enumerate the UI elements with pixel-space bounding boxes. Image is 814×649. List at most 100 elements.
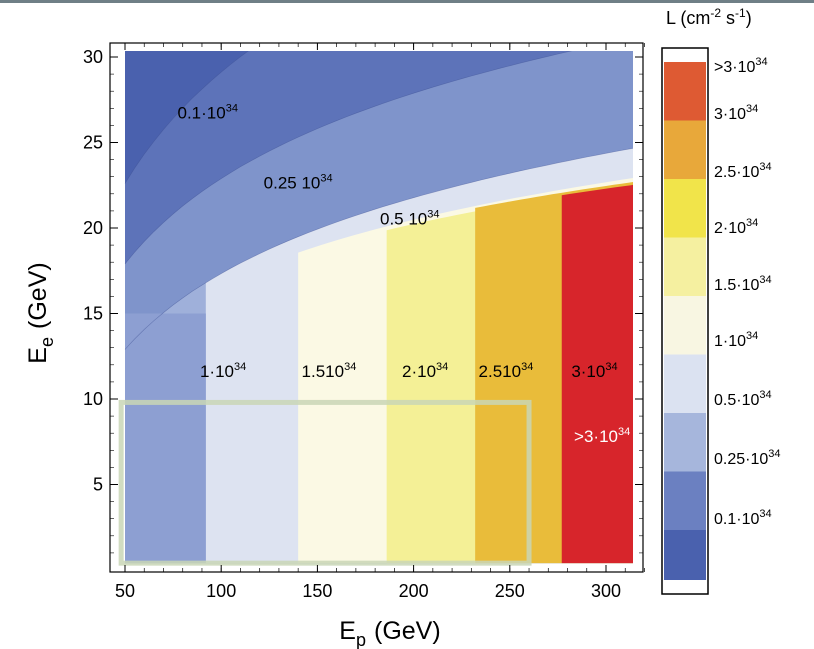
- colorbar-label-text: 1.5·10: [714, 277, 759, 294]
- contour-label-1: 0.25 1034: [264, 173, 333, 193]
- y-tick-label: 15: [83, 304, 103, 324]
- contour-label-exp: 34: [320, 173, 332, 185]
- colorbar-label-exp: 34: [746, 217, 758, 229]
- colorbar-swatch: [664, 120, 706, 180]
- x-axis-title: Ep (GeV): [339, 617, 440, 649]
- contour-label-exp: 34: [226, 103, 238, 115]
- contour-label-text: 0.25 10: [264, 174, 321, 193]
- contour-label-exp: 34: [605, 361, 617, 373]
- contour-label-5: 2·1034: [402, 361, 448, 381]
- colorbar-label-exp: 34: [759, 274, 771, 286]
- colorbar: L (cm-2 s-1) >3·10343·10342.5·10342·1034…: [661, 6, 781, 595]
- contour-label-6: 2.51034: [479, 361, 534, 381]
- y-axis-ticks: 5 10 15 20 25 30: [83, 47, 643, 554]
- contour-label-exp: 34: [344, 361, 356, 373]
- colorbar-top-blank: [664, 50, 706, 62]
- contour-label-0: 0.1·1034: [178, 103, 238, 123]
- contour-label-exp: 34: [618, 426, 630, 438]
- x-tick-label: 100: [206, 581, 236, 601]
- colorbar-label: 3·1034: [714, 103, 758, 123]
- contour-label-2: 0.5 1034: [380, 209, 440, 229]
- y-axis-title: Ee (GeV): [24, 262, 57, 363]
- colorbar-label-text: 0.1·10: [714, 511, 759, 528]
- colorbar-bottom-blank: [664, 580, 706, 592]
- y-tick-label: 10: [83, 389, 103, 409]
- colorbar-swatch: [664, 296, 706, 355]
- contour-label-4: 1.51034: [302, 361, 357, 381]
- colorbar-swatch: [664, 62, 706, 121]
- contour-label-text: >3·10: [574, 427, 618, 446]
- colorbar-label-exp: 34: [759, 161, 771, 173]
- colorbar-label-exp: 34: [759, 389, 771, 401]
- contour-label-exp: 34: [521, 361, 533, 373]
- contour-line-2: [124, 148, 633, 350]
- colorbar-title-c: ): [746, 8, 752, 28]
- region-low-left: [125, 313, 206, 564]
- contour-label-exp: 34: [234, 361, 246, 373]
- colorbar-title: L (cm-2 s-1): [666, 6, 752, 28]
- colorbar-swatch: [664, 179, 706, 238]
- x-tick-label: 250: [495, 581, 525, 601]
- colorbar-swatch: [664, 413, 706, 472]
- colorbar-label-text: 2·10: [714, 220, 746, 237]
- y-axis-title-unit: (GeV): [24, 262, 52, 329]
- colorbar-label-exp: 34: [755, 56, 767, 68]
- y-axis-title-wrap: Ee (GeV): [24, 262, 57, 363]
- colorbar-label-text: 3·10: [714, 106, 746, 123]
- colorbar-label: 0.25·1034: [714, 448, 781, 468]
- colorbar-label-text: 1·10: [714, 333, 746, 350]
- contour-regions: [124, 51, 633, 564]
- colorbar-label: >3·1034: [714, 56, 768, 76]
- colorbar-swatches: [664, 50, 706, 592]
- colorbar-label-text: >3·10: [714, 59, 755, 76]
- contour-label-7: 3·1034: [571, 361, 617, 381]
- contour-line-0: [124, 51, 249, 184]
- colorbar-label: 0.1·1034: [714, 508, 772, 528]
- colorbar-label: 2·1034: [714, 217, 758, 237]
- contour-label-8: >3·1034: [574, 426, 630, 446]
- y-tick-label: 5: [93, 475, 103, 495]
- y-tick-label: 25: [83, 133, 103, 153]
- colorbar-label-exp: 34: [746, 330, 758, 342]
- x-axis-title-unit: (GeV): [374, 617, 441, 645]
- colorbar-label-exp: 34: [746, 103, 758, 115]
- highlight-box: [118, 399, 532, 566]
- region-3e34: [561, 184, 633, 564]
- colorbar-title-exp2: -1: [735, 6, 746, 20]
- x-tick-label: 300: [591, 581, 621, 601]
- colorbar-swatch: [664, 471, 706, 531]
- colorbar-swatch: [664, 237, 706, 297]
- colorbar-swatch: [664, 354, 706, 414]
- contour-label-text: 2.510: [479, 362, 522, 381]
- contour-label-text: 3·10: [571, 362, 605, 381]
- y-tick-label: 30: [83, 47, 103, 67]
- colorbar-label-exp: 34: [768, 448, 780, 460]
- colorbar-label: 0.5·1034: [714, 389, 772, 409]
- x-axis-title-main: E: [339, 617, 356, 645]
- x-tick-label: 200: [399, 581, 429, 601]
- y-axis-title-main: E: [24, 347, 52, 364]
- colorbar-label-exp: 34: [759, 508, 771, 520]
- x-axis-title-sub: p: [356, 630, 366, 649]
- colorbar-title-b: s: [721, 8, 735, 28]
- plot-frame: [109, 42, 644, 573]
- contour-label-text: 0.1·10: [178, 104, 226, 123]
- colorbar-label-text: 0.5·10: [714, 392, 759, 409]
- colorbar-label-text: 2.5·10: [714, 164, 759, 181]
- y-tick-label: 20: [83, 218, 103, 238]
- top-border: [0, 0, 814, 3]
- contour-label-text: 0.5 10: [380, 210, 427, 229]
- highlight-rect: [118, 399, 532, 566]
- y-axis-title-sub: e: [37, 337, 57, 347]
- contour-label-text: 1.510: [302, 362, 345, 381]
- colorbar-label: 1.5·1034: [714, 274, 772, 294]
- colorbar-swatch: [664, 530, 706, 589]
- contour-label-exp: 34: [436, 361, 448, 373]
- colorbar-title-a: L (cm: [666, 8, 710, 28]
- contour-line-1: [124, 51, 573, 265]
- colorbar-labels: >3·10343·10342.5·10342·10341.5·10341·103…: [714, 56, 781, 528]
- colorbar-label: 2.5·1034: [714, 161, 772, 181]
- contour-label-3: 1·1034: [200, 361, 246, 381]
